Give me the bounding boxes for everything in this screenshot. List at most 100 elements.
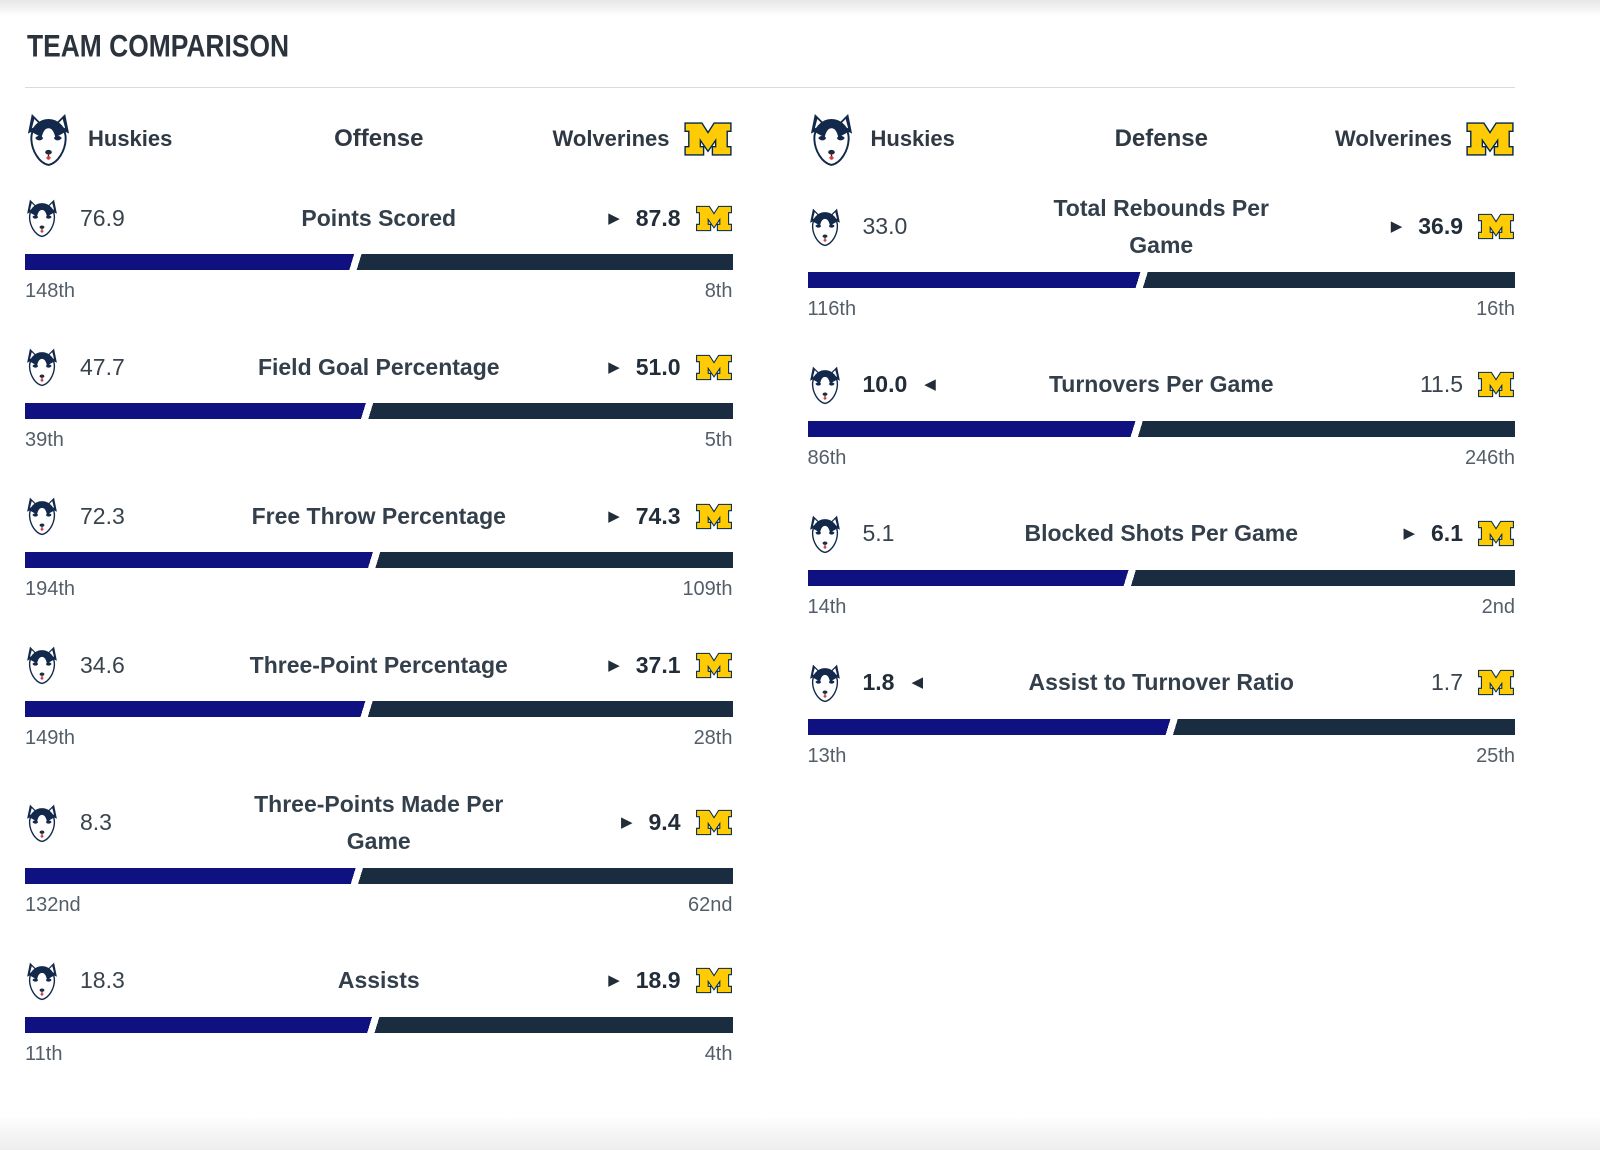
huskies-value: 10.0 — [862, 371, 908, 398]
wolverines-value: 37.1 — [635, 651, 681, 678]
rank-line: 132nd 62nd — [25, 894, 733, 917]
wolverines-logo-icon — [695, 500, 733, 533]
wolverines-value: 9.4 — [648, 809, 681, 836]
wolverines-rank: 8th — [704, 280, 733, 302]
wolverines-rank: 2nd — [1481, 595, 1515, 618]
huskies-rank: 86th — [807, 446, 847, 469]
huskies-rank: 11th — [25, 1042, 63, 1065]
stat-line: 72.3 ◀ Free Throw Percentage ▶ 74.3 — [25, 488, 733, 544]
column-title: Defense — [1114, 125, 1208, 152]
section-top-edge — [0, 0, 1600, 16]
huskies-logo-icon — [808, 207, 842, 247]
huskies-value: 5.1 — [862, 520, 895, 547]
wolverines-value: 18.9 — [635, 967, 681, 994]
team-header-wolverines: Wolverines — [1315, 117, 1515, 161]
stat-row: 47.7 ◀ Field Goal Percentage ▶ 51.0 39th… — [25, 339, 733, 452]
huskies-logo-icon — [25, 198, 59, 238]
wolverines-side: ▶ 9.4 — [533, 806, 733, 839]
huskies-value: 8.3 — [80, 809, 112, 836]
comparison-bar — [25, 552, 733, 568]
advantage-arrow-right-icon: ▶ — [608, 656, 620, 674]
wolverines-rank: 28th — [693, 727, 733, 749]
huskies-logo-icon — [808, 112, 855, 167]
huskies-side: 5.1 ◀ — [808, 514, 1008, 554]
huskies-value: 1.8 — [862, 669, 895, 696]
wolverines-side: ▶ 18.9 — [533, 964, 733, 997]
rank-line: 86th 246th — [808, 447, 1516, 470]
huskies-rank: 148th — [25, 280, 76, 302]
column-header: Huskies Offense Wolverines — [25, 108, 733, 170]
advantage-arrow-right-icon: ▶ — [1403, 525, 1416, 543]
stat-row: 18.3 ◀ Assists ▶ 18.9 11th 4th — [25, 953, 733, 1066]
huskies-logo-icon — [25, 347, 59, 387]
huskies-rank: 116th — [807, 297, 857, 320]
advantage-arrow-left-icon: ◀ — [911, 674, 924, 692]
wolverines-rank: 109th — [682, 578, 733, 600]
wolverines-logo-icon — [695, 351, 733, 384]
advantage-arrow-right-icon: ▶ — [608, 507, 620, 525]
page-title: TEAM COMPARISON — [27, 29, 290, 64]
comparison-bar — [25, 1016, 733, 1033]
rank-line: 14th 2nd — [808, 596, 1516, 619]
stat-name: Field Goal Percentage — [257, 353, 500, 380]
comparison-bar — [25, 403, 733, 419]
stat-line: 34.6 ◀ Three-Point Percentage ▶ 37.1 — [25, 637, 733, 693]
wolverines-logo-icon — [695, 202, 733, 235]
comparison-column: Huskies Offense Wolverines 76.9 ◀ Points… — [25, 108, 733, 1102]
huskies-rank: 39th — [25, 429, 64, 451]
rank-line: 13th 25th — [808, 745, 1516, 768]
stat-row: 34.6 ◀ Three-Point Percentage ▶ 37.1 149… — [25, 637, 733, 750]
huskies-value: 18.3 — [80, 967, 125, 994]
stat-name: Assists — [337, 967, 420, 994]
wolverines-side: ▶ 74.3 — [533, 500, 733, 533]
wolverines-side: ▶ 1.7 — [1315, 666, 1515, 699]
stat-name: Three-Points Made Per Game — [254, 791, 504, 854]
stat-name: Free Throw Percentage — [251, 502, 506, 529]
wolverines-logo-icon — [1477, 210, 1515, 243]
stat-name: Points Scored — [301, 204, 457, 231]
huskies-side: 1.8 ◀ — [808, 663, 1008, 703]
huskies-value: 76.9 — [80, 204, 125, 231]
huskies-value: 47.7 — [80, 353, 125, 380]
huskies-value: 34.6 — [80, 651, 125, 678]
stat-row: 10.0 ◀ Turnovers Per Game ▶ 11.5 86th 24… — [807, 357, 1516, 470]
stat-name: Turnovers Per Game — [1048, 371, 1274, 398]
wolverines-rank: 16th — [1476, 297, 1515, 320]
team-header-huskies: Huskies — [25, 112, 225, 167]
rank-line: 116th 16th — [808, 298, 1516, 321]
advantage-arrow-right-icon: ▶ — [608, 972, 620, 990]
comparison-columns: Huskies Offense Wolverines 76.9 ◀ Points… — [0, 88, 1600, 1102]
stat-line: 10.0 ◀ Turnovers Per Game ▶ 11.5 — [808, 357, 1516, 413]
huskies-rank: 13th — [807, 744, 847, 767]
comparison-bar — [25, 254, 733, 270]
wolverines-value: 36.9 — [1418, 213, 1463, 240]
rank-line: 39th 5th — [25, 429, 733, 452]
wolverines-rank: 25th — [1476, 744, 1515, 767]
stat-row: 72.3 ◀ Free Throw Percentage ▶ 74.3 194t… — [25, 488, 733, 601]
team-name-wolverines: Wolverines — [552, 126, 670, 151]
wolverines-side: ▶ 87.8 — [533, 202, 733, 235]
wolverines-rank: 246th — [1464, 446, 1515, 469]
huskies-logo-icon — [25, 645, 59, 685]
huskies-logo-icon — [808, 663, 842, 703]
huskies-logo-icon — [808, 365, 842, 405]
section-bottom-edge — [0, 1118, 1600, 1150]
stat-row: 8.3 ◀ Three-Points Made Per Game ▶ 9.4 1… — [25, 786, 733, 917]
rank-line: 11th 4th — [25, 1043, 733, 1066]
wolverines-side: ▶ 36.9 — [1315, 210, 1515, 243]
stat-line: 33.0 ◀ Total Rebounds Per Game ▶ 36.9 — [808, 190, 1516, 264]
stat-row: 33.0 ◀ Total Rebounds Per Game ▶ 36.9 11… — [807, 190, 1516, 321]
advantage-arrow-right-icon: ▶ — [608, 209, 620, 227]
stat-name: Three-Point Percentage — [249, 651, 508, 678]
rank-line: 194th 109th — [25, 578, 733, 601]
stat-line: 1.8 ◀ Assist to Turnover Ratio ▶ 1.7 — [808, 655, 1516, 711]
wolverines-value: 87.8 — [635, 204, 681, 231]
stat-name: Assist to Turnover Ratio — [1028, 669, 1294, 696]
comparison-bar — [807, 569, 1515, 586]
stat-row: 76.9 ◀ Points Scored ▶ 87.8 148th 8th — [25, 190, 733, 303]
stat-line: 76.9 ◀ Points Scored ▶ 87.8 — [25, 190, 733, 246]
advantage-arrow-right-icon: ▶ — [620, 814, 633, 832]
huskies-side: 47.7 ◀ — [25, 347, 225, 387]
wolverines-logo-icon — [1477, 368, 1515, 401]
advantage-arrow-right-icon: ▶ — [1390, 218, 1403, 236]
